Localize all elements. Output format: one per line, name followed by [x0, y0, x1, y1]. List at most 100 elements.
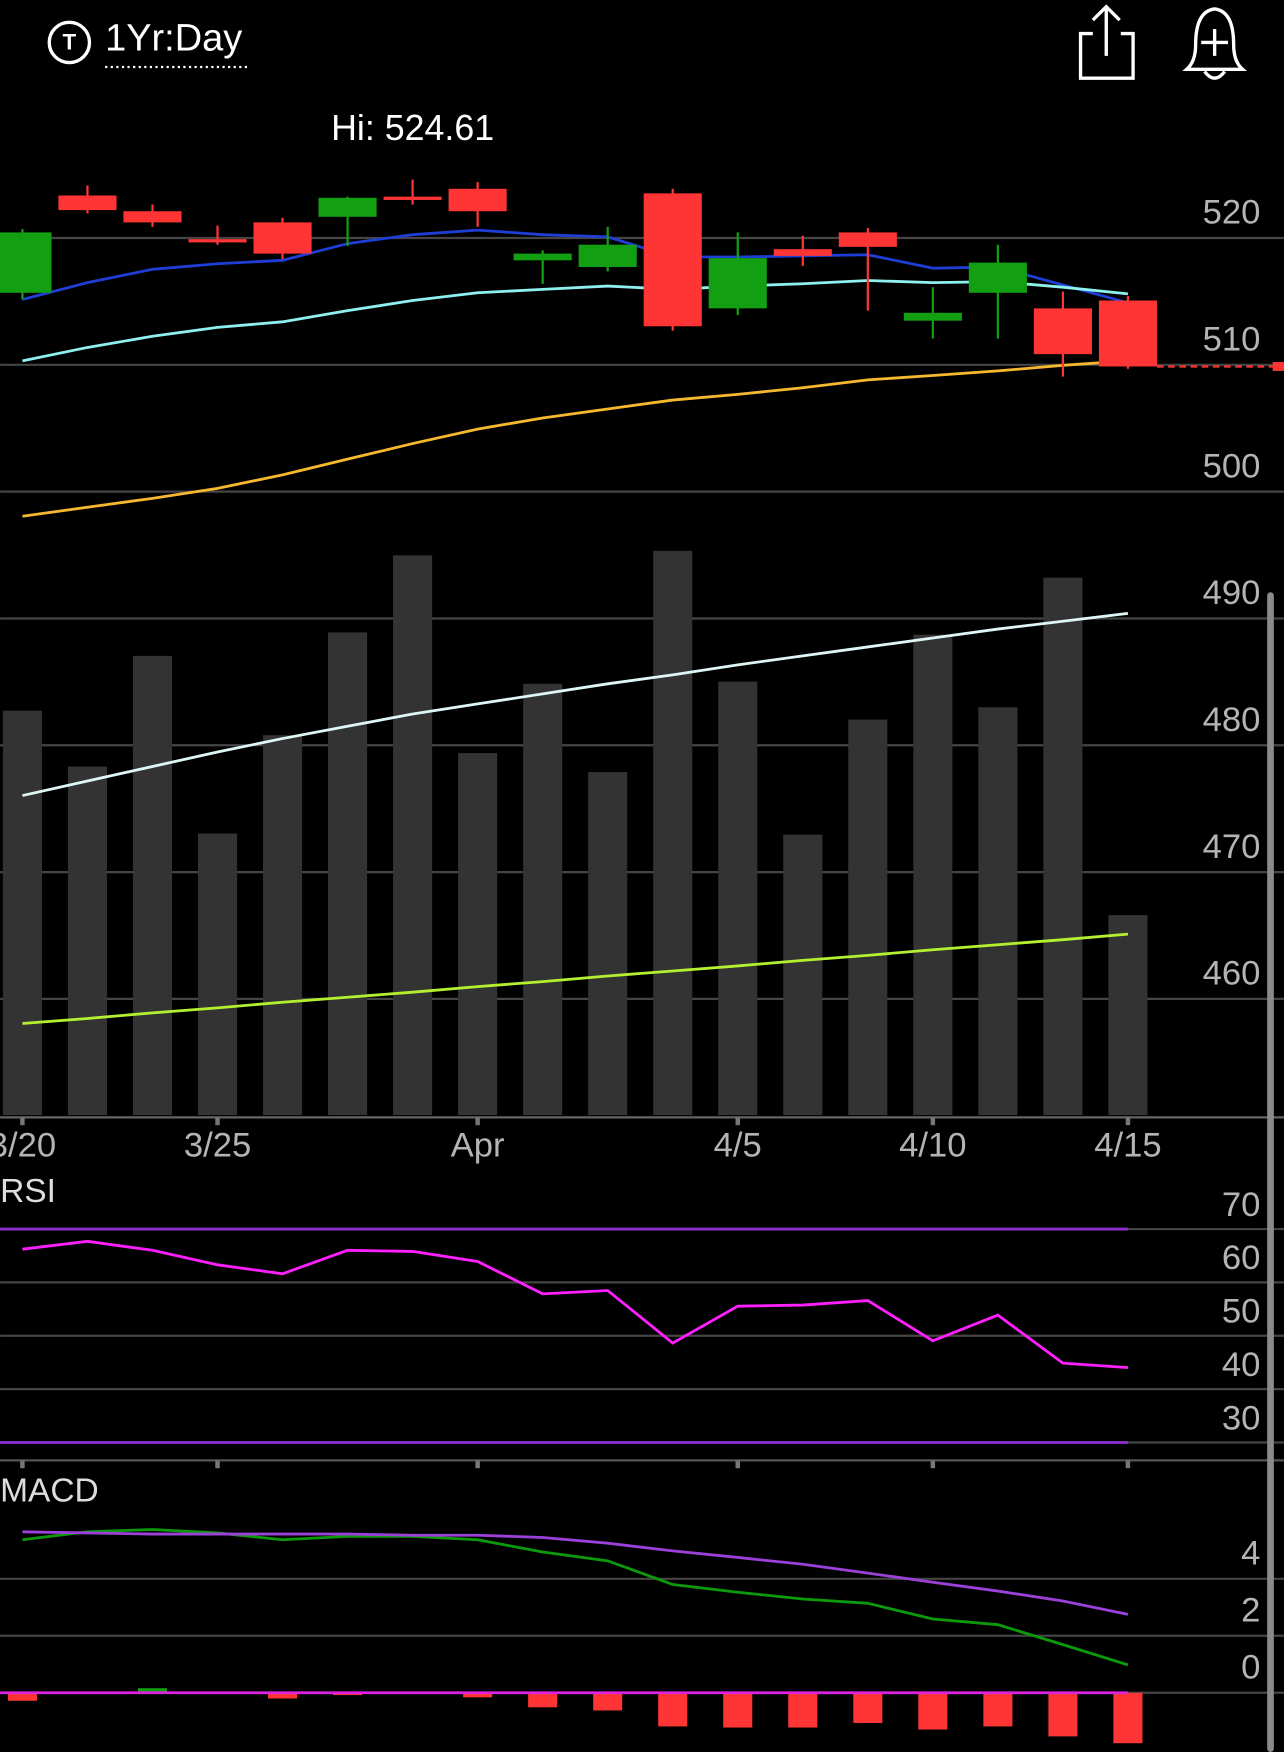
- share-button[interactable]: [1078, 4, 1135, 80]
- date-tick: [1125, 1460, 1131, 1469]
- symbol-button[interactable]: T: [47, 20, 92, 65]
- y-tick-label: 470: [1203, 828, 1261, 866]
- volume-bar: [2, 710, 42, 1116]
- scrollbar[interactable]: [1267, 592, 1274, 1752]
- candle-body: [513, 253, 572, 261]
- moving-average: [22, 279, 1129, 363]
- date-tick: [20, 1117, 25, 1126]
- candle-body: [188, 239, 247, 243]
- rsi-line: [22, 1239, 1129, 1370]
- volume-bar: [262, 735, 303, 1116]
- candle-body: [643, 193, 702, 327]
- last-price-marker: [1272, 361, 1284, 371]
- volume-bar: [718, 681, 758, 1116]
- candle-body: [253, 222, 312, 254]
- high-annotation: Hi: 524.61: [331, 108, 494, 148]
- candle-body: [708, 258, 767, 309]
- y-tick-label: 50: [1222, 1293, 1261, 1331]
- date-tick: [735, 1117, 740, 1126]
- volume-bar: [523, 683, 563, 1116]
- macd-histogram-bar: [1048, 1692, 1078, 1737]
- volume-bar: [848, 719, 888, 1116]
- share-box: [1078, 31, 1135, 80]
- macd-histogram-bar: [137, 1688, 168, 1693]
- macd-histogram-bar: [7, 1692, 37, 1701]
- x-tick-label: 3/20: [0, 1127, 56, 1165]
- candle-body: [0, 232, 52, 293]
- y-tick-label: 500: [1203, 447, 1261, 485]
- date-tick: [475, 1117, 480, 1126]
- bell: [1182, 7, 1248, 71]
- date-tick: [1125, 1117, 1131, 1126]
- symbol-icon: [47, 20, 92, 65]
- candle-body: [1033, 308, 1092, 355]
- volume-bar: [653, 550, 693, 1116]
- volume-average: [22, 612, 1129, 797]
- macd-histogram-bar: [593, 1692, 623, 1711]
- panel-title: RSI: [0, 1173, 56, 1210]
- x-tick-label: Apr: [451, 1127, 505, 1165]
- y-tick-label: 490: [1203, 574, 1261, 612]
- volume-bar: [132, 655, 173, 1116]
- moving-average: [22, 359, 1129, 518]
- y-tick-label: 0: [1241, 1648, 1260, 1686]
- candle-body: [123, 211, 182, 223]
- candle-body: [773, 249, 832, 256]
- date-tick: [735, 1460, 740, 1469]
- x-tick-label: 4/5: [714, 1127, 762, 1165]
- y-tick-label: 60: [1222, 1239, 1261, 1277]
- x-tick-label: 4/10: [899, 1127, 966, 1165]
- candle-body: [968, 262, 1027, 293]
- date-tick: [215, 1117, 220, 1126]
- candle-body: [578, 244, 637, 268]
- macd-histogram-bar: [983, 1692, 1013, 1727]
- candle-body: [903, 312, 962, 321]
- x-tick-label: 3/25: [184, 1127, 251, 1165]
- bell-plus: [1201, 29, 1229, 80]
- macd-histogram-bar: [723, 1692, 753, 1728]
- y-tick-label: 4: [1241, 1534, 1260, 1572]
- y-tick-label: 520: [1203, 194, 1261, 232]
- y-tick-label: 460: [1203, 955, 1261, 993]
- date-tick: [930, 1460, 936, 1469]
- date-tick: [930, 1117, 936, 1126]
- timeframe[interactable]: 1Yr:Day: [105, 17, 242, 59]
- macd-histogram-bar: [1113, 1692, 1143, 1744]
- volume-bar: [393, 555, 433, 1116]
- candle-body: [838, 232, 897, 247]
- macd-line: [22, 1528, 1129, 1667]
- macd-histogram-bar: [463, 1692, 493, 1698]
- volume-bar: [1043, 577, 1083, 1116]
- x-tick-label: 4/15: [1094, 1127, 1161, 1165]
- y-tick-label: 510: [1203, 320, 1261, 358]
- macd-histogram-bar: [918, 1692, 948, 1730]
- date-tick: [20, 1460, 25, 1469]
- symbol-letter: T: [63, 29, 77, 54]
- volume-bar: [978, 707, 1018, 1116]
- y-tick-label: 70: [1222, 1186, 1261, 1224]
- volume-bar: [1108, 915, 1148, 1116]
- volume-bar: [783, 834, 823, 1116]
- volume-bar: [328, 632, 368, 1116]
- candle-body: [383, 196, 442, 200]
- candle-body: [448, 188, 507, 212]
- macd-histogram-bar: [528, 1692, 558, 1708]
- volume-bar: [458, 753, 498, 1116]
- volume-bar: [197, 833, 238, 1116]
- date-tick: [475, 1460, 480, 1469]
- volume-bar: [913, 634, 953, 1116]
- y-tick-label: 40: [1222, 1346, 1261, 1384]
- macd-histogram-bar: [788, 1692, 818, 1728]
- macd-histogram-bar: [853, 1692, 883, 1723]
- volume-average: [22, 932, 1129, 1025]
- share-arrow: [1091, 4, 1121, 56]
- volume-bar: [67, 766, 108, 1116]
- alert-button[interactable]: [1182, 7, 1248, 80]
- moving-average: [22, 228, 1129, 305]
- macd-histogram-bar: [268, 1692, 298, 1699]
- candle-body: [318, 197, 377, 217]
- macd-histogram-bar: [658, 1692, 688, 1727]
- y-tick-label: 30: [1222, 1399, 1261, 1437]
